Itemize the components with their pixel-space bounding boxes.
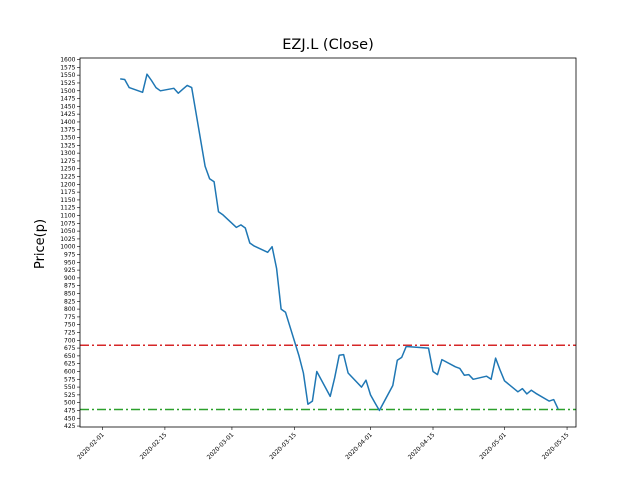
series-line-1: [120, 73, 559, 412]
series-group: [120, 73, 559, 412]
y-tick-label: 1550: [60, 72, 75, 79]
y-tick-label: 525: [64, 392, 76, 399]
y-tick-label: 1000: [60, 244, 75, 251]
y-tick-label: 1100: [60, 213, 75, 220]
y-tick-label: 550: [64, 384, 76, 391]
y-tick-label: 1075: [60, 220, 75, 227]
y-tick-label: 425: [64, 423, 76, 430]
y-tick-label: 650: [64, 353, 76, 360]
plot-frame: [79, 57, 577, 428]
y-tick-label: 1325: [60, 142, 75, 149]
y-tick-label: 500: [64, 400, 76, 407]
y-tick-label: 1175: [60, 189, 75, 196]
y-tick-label: 1025: [60, 236, 75, 243]
y-tick-label: 1350: [60, 135, 75, 142]
y-tick-label: 1500: [60, 88, 75, 95]
y-tick-label: 850: [64, 290, 76, 297]
y-tick-label: 825: [64, 298, 76, 305]
y-tick-label: 475: [64, 407, 76, 414]
y-tick-label: 1525: [60, 80, 75, 87]
y-tick-label: 925: [64, 267, 76, 274]
y-tick-label: 900: [64, 275, 76, 282]
y-tick-label: 700: [64, 337, 76, 344]
y-tick-label: 1200: [60, 181, 75, 188]
y-tick-label: 800: [64, 306, 76, 313]
y-tick-label: 1050: [60, 228, 75, 235]
y-tick-label: 1275: [60, 158, 75, 165]
y-tick-label: 750: [64, 322, 76, 329]
y-tick-label: 875: [64, 283, 76, 290]
y-tick-label: 950: [64, 259, 76, 266]
y-tick-label: 450: [64, 415, 76, 422]
y-tick-label: 1125: [60, 205, 75, 212]
y-tick-label: 675: [64, 345, 76, 352]
y-tick-label: 1250: [60, 166, 75, 173]
y-tick-label: 600: [64, 368, 76, 375]
y-tick-label: 1600: [60, 57, 75, 64]
y-tick-label: 1575: [60, 64, 75, 71]
y-tick-label: 975: [64, 252, 76, 259]
y-tick-label: 1400: [60, 119, 75, 126]
chart-title: EZJ.L (Close): [282, 37, 373, 53]
reference-lines: [80, 344, 576, 411]
y-tick-label: 1225: [60, 174, 75, 181]
y-axis-label: Price(p): [33, 219, 48, 269]
y-tick-label: 1300: [60, 150, 75, 157]
y-tick-label: 1450: [60, 103, 75, 110]
y-tick-label: 1425: [60, 111, 75, 118]
y-tick-label: 1150: [60, 197, 75, 204]
y-tick-label: 1475: [60, 96, 75, 103]
y-tick-label: 725: [64, 329, 76, 336]
y-tick-label: 575: [64, 376, 76, 383]
y-axis-ticks: 4254504755005255505756006256506757007257…: [60, 57, 80, 430]
y-tick-label: 775: [64, 314, 76, 321]
y-tick-label: 1375: [60, 127, 75, 134]
y-tick-label: 625: [64, 361, 76, 368]
